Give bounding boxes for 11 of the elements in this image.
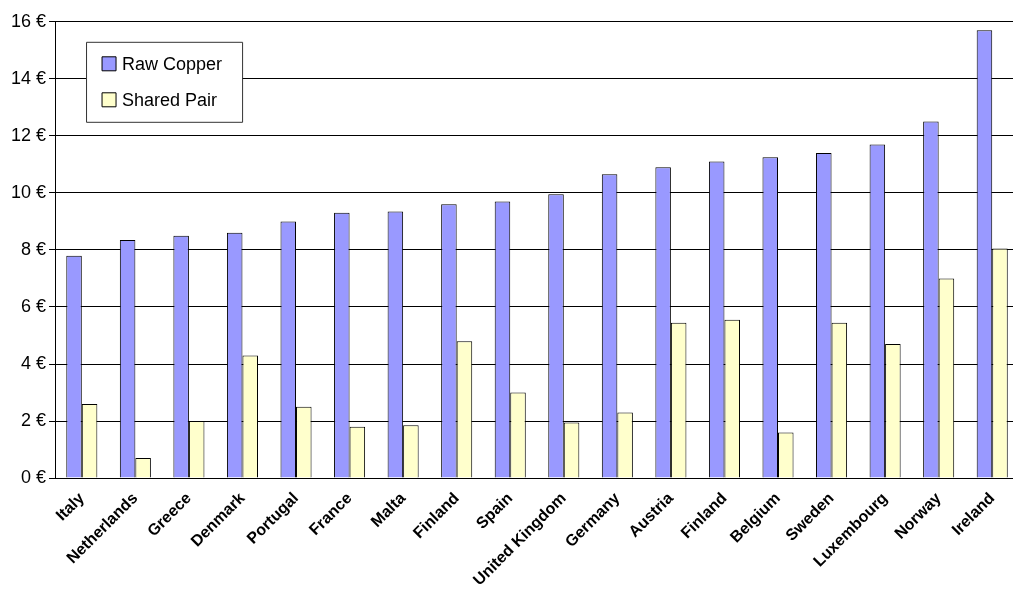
y-tick-label: 8 € [21,238,47,259]
y-tick-label: 12 € [10,124,47,145]
y-tick-label: 4 € [21,352,47,373]
y-tick-label: 16 € [10,10,47,31]
y-tick-label: 14 € [10,67,47,88]
legend-label: Raw Copper [122,53,223,74]
y-tick-label: 2 € [21,410,47,430]
y-tick-label: 6 € [21,295,47,316]
legend-label: Shared Pair [122,89,218,110]
y-tick-label: 10 € [10,181,47,202]
y-tick-label: 0 € [21,467,47,488]
